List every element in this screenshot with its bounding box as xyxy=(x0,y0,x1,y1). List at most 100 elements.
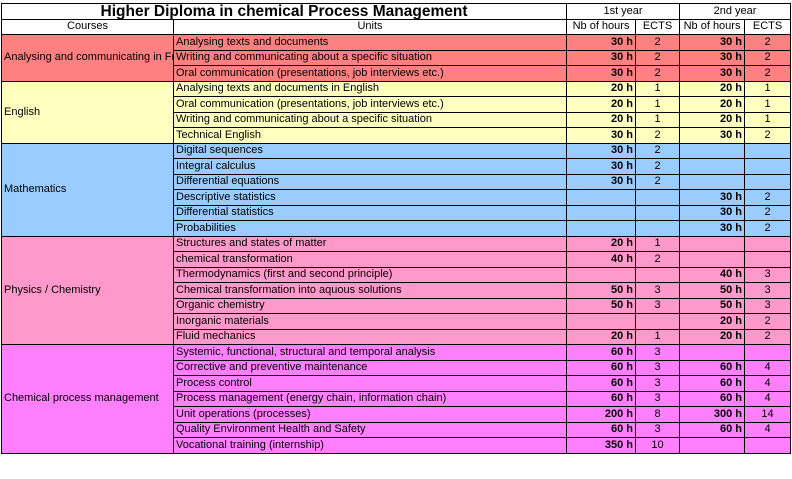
ects-year-2: 3 xyxy=(744,282,792,299)
hours-year-2: 50 h xyxy=(679,297,746,314)
ects-year-2 xyxy=(744,251,792,268)
ects-year-2: 1 xyxy=(744,96,792,113)
hours-year-2: 60 h xyxy=(679,421,746,438)
unit-name: Writing and communicating about a specif… xyxy=(172,111,568,128)
table-row: Unit operations (processes) 200 h 8 300 h 14 xyxy=(1,406,792,423)
hours-header-year-1: Nb of hours xyxy=(566,18,637,35)
hours-year-2 xyxy=(679,251,746,268)
unit-name: Quality Environment Health and Safety xyxy=(172,421,568,438)
hours-year-1 xyxy=(566,189,637,206)
unit-name: Differential equations xyxy=(172,173,568,190)
ects-year-1: 2 xyxy=(635,142,681,159)
hours-year-1 xyxy=(566,313,637,330)
ects-year-2: 2 xyxy=(744,189,792,206)
table-title: Higher Diploma in chemical Process Manag… xyxy=(0,3,568,20)
hours-year-1 xyxy=(566,220,637,237)
hours-year-1: 30 h xyxy=(566,49,637,66)
hours-year-2 xyxy=(679,344,746,361)
courses-header: Courses xyxy=(1,18,174,35)
hours-year-1: 60 h xyxy=(566,390,637,407)
ects-year-2: 2 xyxy=(744,127,792,144)
unit-name: Organic chemistry xyxy=(172,297,568,314)
hours-year-1: 40 h xyxy=(566,251,637,268)
hours-year-1: 20 h xyxy=(566,235,637,252)
unit-name: Analysing texts and documents xyxy=(172,34,568,51)
hours-year-1: 60 h xyxy=(566,344,637,361)
ects-year-2: 2 xyxy=(744,313,792,330)
unit-name: Technical English xyxy=(172,127,568,144)
ects-year-2: 2 xyxy=(744,220,792,237)
course-name: English xyxy=(1,80,174,144)
hours-year-1: 30 h xyxy=(566,34,637,51)
ects-year-2: 4 xyxy=(744,375,792,392)
course-name: Physics / Chemistry xyxy=(1,235,174,345)
hours-year-1: 200 h xyxy=(566,406,637,423)
hours-year-1: 60 h xyxy=(566,359,637,376)
hours-header-year-2: Nb of hours xyxy=(679,18,746,35)
table-row: Vocational training (internship) 350 h 10 xyxy=(1,437,792,454)
hours-year-1 xyxy=(566,266,637,283)
year-1-header: 1st year xyxy=(566,3,681,20)
ects-year-1: 3 xyxy=(635,297,681,314)
hours-year-1: 20 h xyxy=(566,80,637,97)
ects-year-1: 8 xyxy=(635,406,681,423)
hours-year-1: 30 h xyxy=(566,158,637,175)
table-row: Physics / Chemistry Structures and states… xyxy=(1,235,792,345)
unit-name: Systemic, functional, structural and tem… xyxy=(172,344,568,361)
hours-year-2: 30 h xyxy=(679,127,746,144)
ects-year-2: 1 xyxy=(744,80,792,97)
table-row: Process management (energy chain, inform… xyxy=(1,390,792,407)
ects-year-2: 1 xyxy=(744,111,792,128)
hours-year-1: 50 h xyxy=(566,282,637,299)
ects-header-year-1: ECTS xyxy=(635,18,681,35)
ects-year-1 xyxy=(635,204,681,221)
hours-year-2: 30 h xyxy=(679,189,746,206)
unit-name: Differential statistics xyxy=(172,204,568,221)
ects-year-2 xyxy=(744,158,792,175)
ects-year-2: 2 xyxy=(744,34,792,51)
unit-name: Fluid mechanics xyxy=(172,328,568,345)
ects-year-1 xyxy=(635,313,681,330)
unit-name: Vocational training (internship) xyxy=(172,437,568,454)
unit-name: Oral communication (presentations, job i… xyxy=(172,65,568,82)
table-row: Oral communication (presentations, job i… xyxy=(1,65,792,82)
ects-year-1: 1 xyxy=(635,328,681,345)
hours-year-1: 30 h xyxy=(566,65,637,82)
hours-year-2 xyxy=(679,142,746,159)
ects-year-1: 2 xyxy=(635,127,681,144)
ects-year-1: 2 xyxy=(635,34,681,51)
hours-year-1: 20 h xyxy=(566,96,637,113)
curriculum-table: Higher Diploma in chemical Process Manag… xyxy=(0,3,792,454)
course-name: Chemical process management xyxy=(1,344,174,454)
hours-year-1: 60 h xyxy=(566,375,637,392)
ects-year-2 xyxy=(744,173,792,190)
ects-year-2: 4 xyxy=(744,421,792,438)
hours-year-1: 350 h xyxy=(566,437,637,454)
course-name: Mathematics xyxy=(1,142,174,237)
hours-year-2: 300 h xyxy=(679,406,746,423)
unit-name: Corrective and preventive maintenance xyxy=(172,359,568,376)
ects-header-year-2: ECTS xyxy=(744,18,792,35)
hours-year-1: 20 h xyxy=(566,328,637,345)
hours-year-2: 20 h xyxy=(679,96,746,113)
ects-year-1 xyxy=(635,189,681,206)
hours-year-2: 30 h xyxy=(679,34,746,51)
course-name: Analysing and communicating in French xyxy=(1,34,174,82)
ects-year-1: 3 xyxy=(635,375,681,392)
ects-year-1: 2 xyxy=(635,158,681,175)
hours-year-2: 20 h xyxy=(679,80,746,97)
table-body: Analysing and communicating in FrenchAna… xyxy=(1,34,792,454)
table-row: Chemical transformation into aquous solu… xyxy=(1,282,792,299)
hours-year-2: 20 h xyxy=(679,313,746,330)
hours-year-2: 60 h xyxy=(679,375,746,392)
unit-name: Writing and communicating about a specif… xyxy=(172,49,568,66)
ects-year-2: 2 xyxy=(744,65,792,82)
hours-year-2: 30 h xyxy=(679,220,746,237)
hours-year-1 xyxy=(566,204,637,221)
year-2-header: 2nd year xyxy=(679,3,792,20)
ects-year-1: 2 xyxy=(635,65,681,82)
ects-year-1: 2 xyxy=(635,49,681,66)
